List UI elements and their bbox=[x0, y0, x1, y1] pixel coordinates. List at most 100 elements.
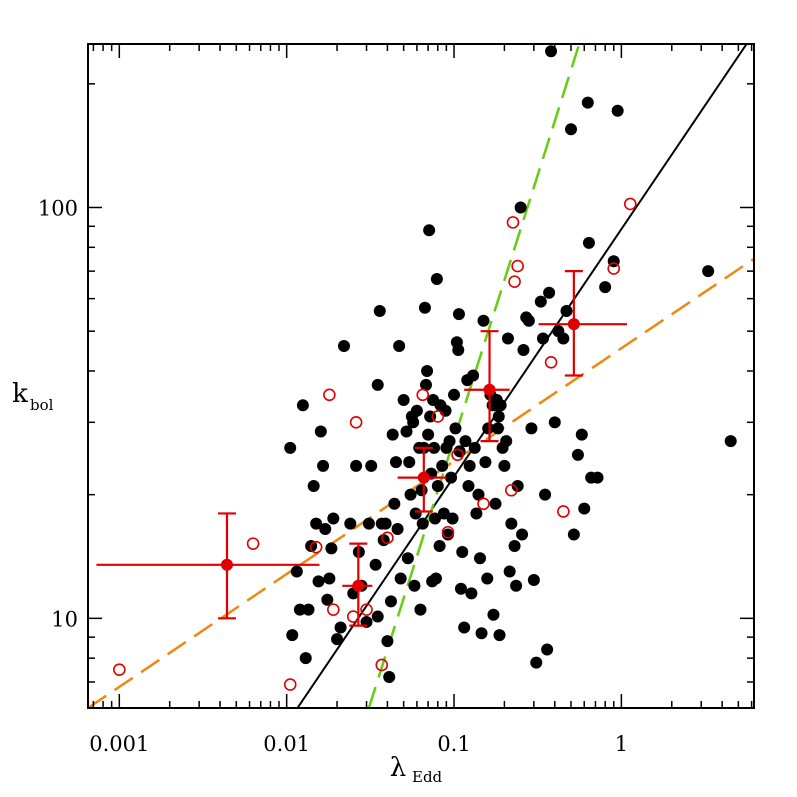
data-point-filled bbox=[527, 573, 540, 586]
data-point-filled bbox=[463, 459, 476, 472]
data-point-filled bbox=[314, 425, 327, 438]
data-point-filled bbox=[429, 512, 442, 525]
data-point-filled bbox=[379, 517, 392, 530]
data-point-open bbox=[477, 497, 490, 511]
data-point-filled bbox=[456, 546, 469, 559]
data-point-open bbox=[309, 540, 323, 554]
data-point-filled bbox=[373, 304, 386, 317]
data-point-filled bbox=[410, 404, 423, 417]
data-point-filled bbox=[482, 422, 495, 435]
data-point-filled bbox=[312, 575, 325, 588]
data-point-open bbox=[283, 678, 297, 691]
data-point-filled bbox=[293, 603, 306, 616]
data-point-filled bbox=[454, 582, 467, 595]
data-point-filled bbox=[493, 629, 506, 642]
axis-ticks bbox=[88, 44, 754, 708]
y-tick-label: 10 bbox=[51, 607, 78, 631]
x-axis-label-main: λ bbox=[390, 753, 406, 783]
data-point-filled bbox=[323, 572, 336, 585]
data-point-filled bbox=[446, 512, 459, 525]
data-point-filled bbox=[525, 422, 538, 435]
data-point-filled bbox=[317, 459, 330, 472]
data-point-open bbox=[557, 505, 570, 518]
data-point-filled bbox=[421, 364, 434, 377]
y-axis-label-main: k bbox=[12, 379, 28, 409]
data-point-filled bbox=[344, 517, 357, 530]
data-point-filled bbox=[319, 522, 332, 535]
data-point-filled bbox=[445, 471, 458, 484]
data-point-filled bbox=[581, 96, 594, 109]
data-point-filled bbox=[508, 539, 521, 552]
data-point-binned bbox=[483, 383, 496, 396]
data-point-filled bbox=[325, 542, 338, 555]
data-point-filled bbox=[400, 425, 413, 438]
data-point-filled bbox=[296, 399, 309, 412]
data-point-filled bbox=[575, 428, 588, 441]
data-point-open bbox=[451, 448, 464, 462]
tick-labels: 0.001 0.01 0.1 1 10 100 bbox=[38, 196, 628, 756]
plot-frame bbox=[87, 43, 755, 709]
data-point-filled bbox=[431, 479, 444, 492]
data-point-open bbox=[431, 410, 445, 423]
y-axis-label: k bol bbox=[12, 379, 54, 414]
data-point-filled bbox=[557, 332, 570, 345]
data-point-filled bbox=[479, 456, 492, 469]
data-point-open bbox=[544, 355, 558, 369]
x-tick-label: 0.1 bbox=[437, 732, 470, 756]
data-point-filled bbox=[578, 502, 591, 515]
data-point-filled bbox=[465, 587, 478, 600]
data-point-filled bbox=[397, 393, 410, 406]
data-point-filled bbox=[369, 558, 382, 571]
data-point-filled bbox=[567, 528, 580, 541]
data-point-filled bbox=[449, 422, 462, 435]
data-point-filled bbox=[383, 670, 396, 683]
data-point-filled bbox=[452, 308, 465, 321]
data-point-filled bbox=[321, 593, 334, 606]
data-point-filled bbox=[377, 534, 390, 547]
data-point-filled bbox=[284, 441, 297, 454]
data-point-filled bbox=[350, 459, 363, 472]
data-point-open bbox=[623, 197, 637, 211]
data-point-filled bbox=[489, 497, 502, 510]
data-point-filled bbox=[439, 404, 452, 417]
data-point-filled bbox=[386, 428, 399, 441]
data-point-filled bbox=[436, 459, 449, 472]
data-point-filled bbox=[334, 621, 347, 634]
fit-lines bbox=[88, 44, 754, 708]
data-point-filled bbox=[510, 579, 523, 592]
data-point-filled bbox=[394, 572, 407, 585]
x-tick-label: 1 bbox=[615, 732, 628, 756]
data-point-filled bbox=[500, 435, 513, 448]
data-point-binned bbox=[567, 318, 580, 331]
data-point-open bbox=[346, 610, 360, 623]
filled-points bbox=[284, 45, 737, 683]
data-point-binned bbox=[352, 579, 365, 592]
data-point-filled bbox=[381, 635, 394, 648]
data-point-filled bbox=[536, 332, 549, 345]
data-point-filled bbox=[571, 448, 584, 461]
data-point-filled bbox=[407, 416, 420, 429]
data-point-open bbox=[327, 603, 340, 616]
data-point-filled bbox=[511, 479, 524, 492]
data-point-filled bbox=[516, 528, 529, 541]
data-point-filled bbox=[307, 479, 320, 492]
x-axis-label: λ Edd bbox=[390, 753, 443, 786]
data-point-filled bbox=[337, 340, 350, 353]
data-point-filled bbox=[724, 435, 737, 448]
data-point-binned bbox=[220, 558, 233, 571]
data-point-filled bbox=[475, 627, 488, 640]
data-point-filled bbox=[517, 343, 530, 356]
data-point-filled bbox=[414, 603, 427, 616]
data-point-filled bbox=[599, 281, 612, 294]
data-point-filled bbox=[388, 497, 401, 510]
data-point-filled bbox=[498, 459, 511, 472]
data-point-filled bbox=[391, 522, 404, 535]
data-point-open bbox=[416, 388, 430, 402]
data-point-filled bbox=[582, 236, 595, 249]
data-point-filled bbox=[384, 595, 397, 608]
data-point-filled bbox=[429, 572, 442, 585]
data-point-filled bbox=[443, 435, 456, 448]
data-point-binned bbox=[417, 471, 430, 484]
data-point-filled bbox=[286, 629, 299, 642]
data-point-filled bbox=[481, 572, 494, 585]
